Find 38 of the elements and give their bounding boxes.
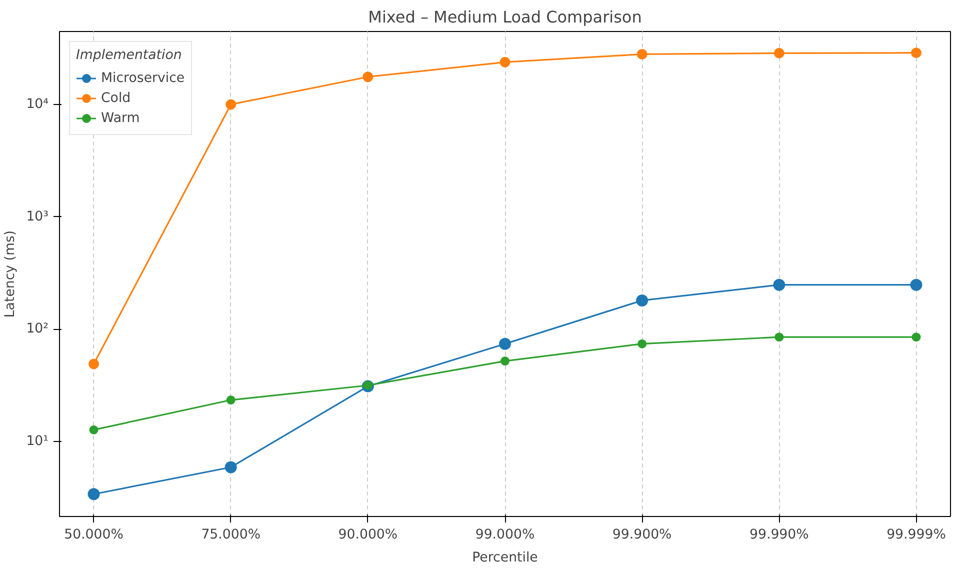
point [89, 425, 98, 434]
x-tick-label: 75.000% [201, 528, 261, 542]
x-tick-label: 50.000% [64, 528, 124, 542]
point [773, 278, 786, 291]
point [500, 356, 510, 366]
point [226, 99, 236, 110]
point [912, 332, 921, 342]
point [499, 338, 511, 350]
x-tick-label: 99.990% [750, 528, 809, 542]
x-tick-label: 99.999% [886, 528, 946, 542]
x-tick-label: 99.900% [612, 528, 672, 542]
point [88, 488, 100, 500]
y-tick-label: 10⁴ [26, 96, 49, 112]
x-tick-label: 99.000% [475, 528, 535, 542]
chart-title: Mixed – Medium Load Comparison [368, 8, 642, 26]
point [500, 56, 510, 68]
point [910, 48, 922, 58]
point [363, 380, 372, 390]
point [224, 461, 237, 474]
legend-title: Implementation [76, 48, 183, 63]
point [362, 72, 374, 82]
point [88, 358, 100, 370]
legend-label: Cold [101, 90, 131, 106]
y-axis-title: Latency (ms) [3, 230, 18, 318]
y-tick-label: 10² [26, 322, 49, 337]
point [638, 339, 647, 348]
legend-label: Warm [101, 110, 140, 126]
legend-label: Microservice [101, 70, 185, 86]
y-tick-label: 10¹ [26, 434, 49, 449]
x-tick-label: 90.000% [338, 528, 398, 542]
point [774, 48, 784, 58]
point [774, 332, 784, 342]
point [226, 396, 236, 405]
point [636, 294, 648, 306]
point [910, 278, 922, 291]
point [636, 48, 648, 60]
y-tick-label: 10³ [26, 209, 49, 224]
x-axis-title: Percentile [472, 550, 538, 566]
